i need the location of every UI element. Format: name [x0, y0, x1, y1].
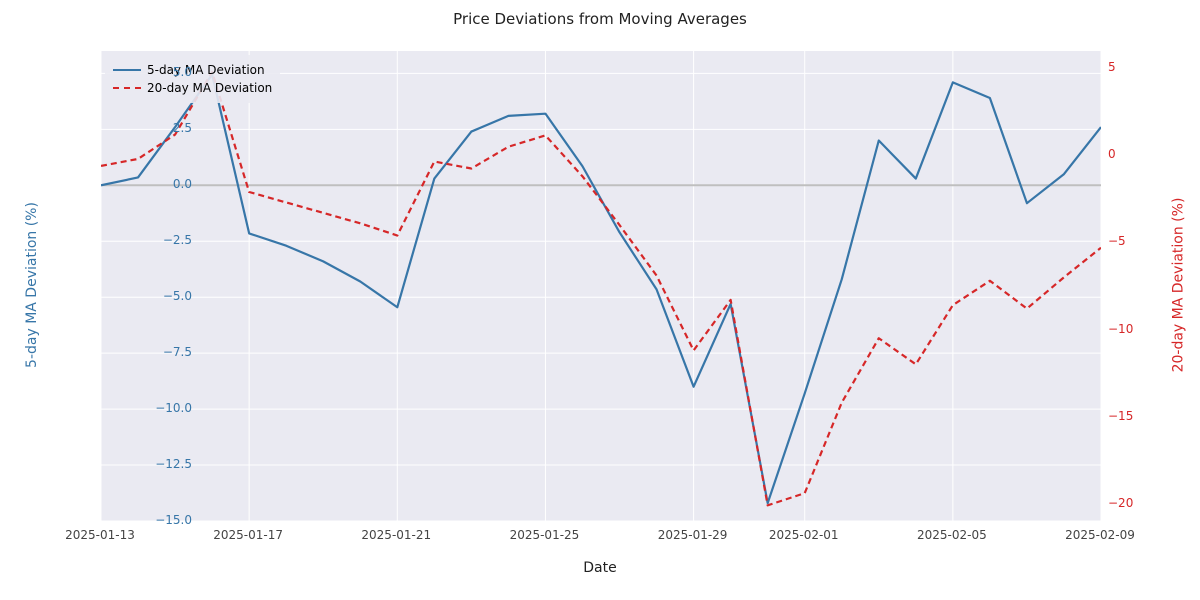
y-axis-right-label: 20-day MA Deviation (%) — [1168, 50, 1188, 520]
legend-swatch-2 — [113, 87, 141, 89]
ytick-left: −15.0 — [112, 513, 192, 527]
legend-item: 20-day MA Deviation — [113, 79, 272, 97]
chart-title: Price Deviations from Moving Averages — [0, 10, 1200, 28]
ytick-left: 5.0 — [112, 65, 192, 79]
xtick: 2025-02-05 — [917, 528, 987, 542]
x-axis-label: Date — [100, 560, 1100, 576]
xtick: 2025-01-17 — [213, 528, 283, 542]
ytick-right: −15 — [1108, 409, 1188, 423]
ytick-right: 5 — [1108, 60, 1188, 74]
ytick-left: −5.0 — [112, 289, 192, 303]
xtick: 2025-01-13 — [65, 528, 135, 542]
xtick: 2025-02-09 — [1065, 528, 1135, 542]
ytick-left: 0.0 — [112, 177, 192, 191]
xtick: 2025-01-21 — [361, 528, 431, 542]
y-axis-left-label: 5-day MA Deviation (%) — [22, 50, 42, 520]
plot-area: 5-day MA Deviation 20-day MA Deviation — [100, 50, 1102, 522]
ytick-right: 0 — [1108, 147, 1188, 161]
ytick-left: −7.5 — [112, 345, 192, 359]
ytick-right: −20 — [1108, 496, 1188, 510]
legend-label: 20-day MA Deviation — [147, 81, 272, 95]
xtick: 2025-02-01 — [769, 528, 839, 542]
xtick: 2025-01-29 — [658, 528, 728, 542]
deviation-chart: Price Deviations from Moving Averages 5-… — [0, 0, 1200, 600]
ytick-left: 2.5 — [112, 121, 192, 135]
ytick-right: −10 — [1108, 322, 1188, 336]
ytick-right: −5 — [1108, 234, 1188, 248]
plot-svg — [101, 51, 1101, 521]
ytick-left: −12.5 — [112, 457, 192, 471]
xtick: 2025-01-25 — [510, 528, 580, 542]
ytick-left: −2.5 — [112, 233, 192, 247]
ytick-left: −10.0 — [112, 401, 192, 415]
